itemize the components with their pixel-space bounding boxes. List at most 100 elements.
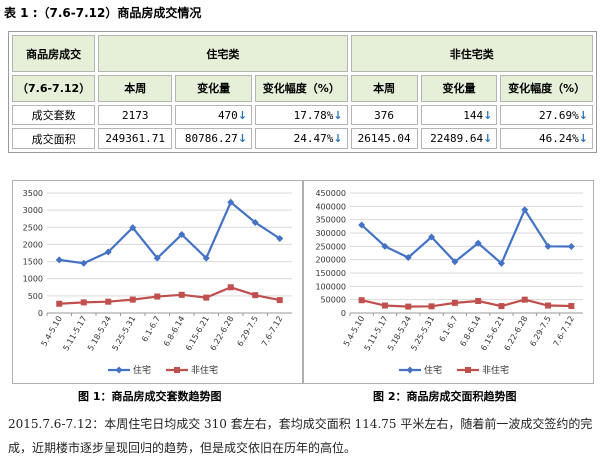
x-tick-label: 6.22-6.28 [208,315,235,353]
y-tick-label: 2500 [23,223,43,232]
res-pct-cell: 24.47%↓ [255,128,348,149]
data-point [178,291,185,298]
y-tick-label: 1500 [23,258,43,267]
res-pct-cell: 17.78%↓ [255,104,348,126]
data-point [154,293,161,300]
non-change-header: 变化量 [420,75,498,102]
res-week-header: 本周 [98,75,173,102]
data-point [428,303,435,310]
data-point [405,303,412,310]
x-tick-label: 7.6-7.12 [260,315,285,348]
res-week-cell: 249361.71 [98,128,173,149]
non-week-header: 本周 [350,75,418,102]
x-tick-label: 5.18-5.24 [86,315,113,353]
units-trend-chart: 0 500 1000 1500 2000 2500 3000 3500 5.4-5.10 5.11… [12,180,303,384]
non-pct-cell: 27.69%↓ [500,104,593,126]
legend-label: 非住宅 [191,364,218,376]
y-tick-label: 0 [38,309,43,318]
res-change-cell: 80786.27↓ [175,128,253,149]
data-point [227,198,235,206]
area-trend-svg: 0 50000 100000 150000 200000 250000 300000 3500… [315,189,583,376]
table-row: 成交面积 249361.71 80786.27↓ 24.47%↓ 26145.0… [12,128,593,149]
data-point [227,284,234,291]
chart2-caption: 图 2：商品房成交面积趋势图 [373,390,517,403]
res-change-cell: 470↓ [175,104,253,126]
res-week-cell: 2173 [98,104,173,126]
data-point [358,221,366,229]
data-point [80,299,87,306]
chart1-caption: 图 1：商品房成交套数趋势图 [78,390,222,403]
row-label: 成交面积 [12,128,96,149]
x-tick-label: 5.25-5.31 [409,315,436,353]
y-tick-label: 50000 [321,296,346,305]
x-tick-label: 6.1-6.7 [140,315,162,344]
data-point [381,302,388,309]
data-point [104,248,112,256]
data-point [153,254,161,262]
non-change-cell: 144↓ [420,104,498,126]
data-point [276,234,284,242]
data-point [178,230,186,238]
y-tick-label: 250000 [315,242,346,251]
data-point [251,218,259,226]
data-point [80,259,88,267]
x-tick-label: 5.4-5.10 [39,315,64,348]
x-tick-label: 5.4-5.10 [342,315,367,348]
y-tick-label: 350000 [315,216,346,225]
summary-paragraph: 2015.7.6-7.12：本周住宅日均成交 310 套左右，套均成交面积 11… [8,417,593,455]
non-change-cell: 22489.64↓ [420,128,498,149]
data-point [202,254,210,262]
data-point [129,296,136,303]
table-row: 成交套数 2173 470↓ 17.78%↓ 376 144↓ 27.69%↓ [12,104,593,126]
x-tick-label: 6.29-7.5 [235,315,260,348]
res-pct-header: 变化幅度（%） [255,75,348,102]
legend-label: 住宅 [424,364,442,376]
y-tick-label: 200000 [315,256,346,265]
legend-label: 住宅 [133,364,151,376]
down-arrow-icon: ↓ [333,108,343,122]
data-point [203,294,210,301]
y-tick-label: 3000 [23,206,43,215]
x-tick-label: 6.22-6.28 [502,315,529,353]
non-week-cell: 26145.04 [350,128,418,149]
data-point [129,224,137,232]
period-header: （7.6-7.12） [12,75,96,102]
residential-group-header: 住宅类 [98,35,348,73]
corner-header: 商品房成交 [12,35,96,73]
data-point [381,242,389,250]
units-trend-svg: 0 500 1000 1500 2000 2500 3000 3500 5.4-5.105.11… [23,189,292,376]
data-point [521,206,529,214]
series-line [59,286,280,305]
row-label: 成交套数 [12,104,96,126]
data-point [428,233,436,241]
x-tick-label: 7.6-7.12 [552,315,577,348]
data-point [545,302,552,309]
x-tick-label: 6.15-6.21 [184,315,211,353]
down-arrow-icon: ↓ [237,108,248,122]
data-point [475,298,482,304]
data-point [497,259,505,267]
x-tick-label: 6.1-6.7 [438,315,460,344]
data-point [105,298,112,305]
data-point [521,296,528,303]
non-pct-cell: 46.24%↓ [500,128,593,149]
non-week-cell: 376 [350,104,418,126]
res-change-header: 变化量 [175,75,253,102]
y-tick-label: 400000 [315,202,346,211]
y-tick-label: 2000 [23,240,43,249]
x-tick-label: 6.29-7.5 [528,315,553,348]
non-pct-header: 变化幅度（%） [500,75,593,102]
data-point [567,243,575,251]
data-point [252,292,259,299]
data-point [498,303,505,310]
data-point [56,300,63,307]
series-line [360,207,572,266]
data-point [276,297,283,304]
legend-label: 非住宅 [482,364,509,376]
y-tick-label: 500 [28,292,43,301]
y-tick-label: 300000 [315,229,346,238]
x-tick-label: 5.11-5.17 [61,315,88,353]
y-tick-label: 150000 [315,269,346,278]
data-point [451,299,458,306]
area-trend-chart: 0 50000 100000 150000 200000 250000 300000 3500… [303,180,594,384]
